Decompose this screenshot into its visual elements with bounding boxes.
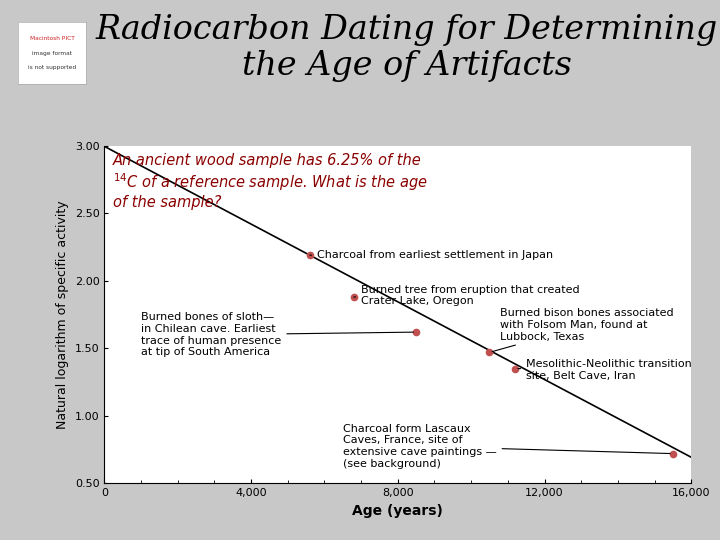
- Y-axis label: Natural logarithm of specific activity: Natural logarithm of specific activity: [56, 200, 69, 429]
- Text: image format: image format: [32, 51, 72, 56]
- Text: Macintosh PICT: Macintosh PICT: [30, 37, 75, 42]
- Text: Mesolithic-Neolithic transition
site, Belt Cave, Iran: Mesolithic-Neolithic transition site, Be…: [518, 359, 692, 381]
- Text: Burned bones of sloth—
in Chilean cave. Earliest
trace of human presence
at tip : Burned bones of sloth— in Chilean cave. …: [141, 313, 413, 357]
- Text: Radiocarbon Dating for Determining
the Age of Artifacts: Radiocarbon Dating for Determining the A…: [96, 14, 718, 83]
- Text: An ancient wood sample has 6.25% of the
$^{14}$C of a reference sample. What is : An ancient wood sample has 6.25% of the …: [113, 152, 428, 210]
- Text: Burned tree from eruption that created
Crater Lake, Oregon: Burned tree from eruption that created C…: [354, 285, 580, 307]
- Text: Charcoal from earliest settlement in Japan: Charcoal from earliest settlement in Jap…: [310, 250, 553, 260]
- Text: Burned bison bones associated
with Folsom Man, found at
Lubbock, Texas: Burned bison bones associated with Folso…: [492, 308, 674, 352]
- Text: Charcoal form Lascaux
Caves, France, site of
extensive cave paintings —
(see bac: Charcoal form Lascaux Caves, France, sit…: [343, 424, 670, 469]
- Text: is not supported: is not supported: [28, 65, 76, 70]
- X-axis label: Age (years): Age (years): [352, 504, 444, 518]
